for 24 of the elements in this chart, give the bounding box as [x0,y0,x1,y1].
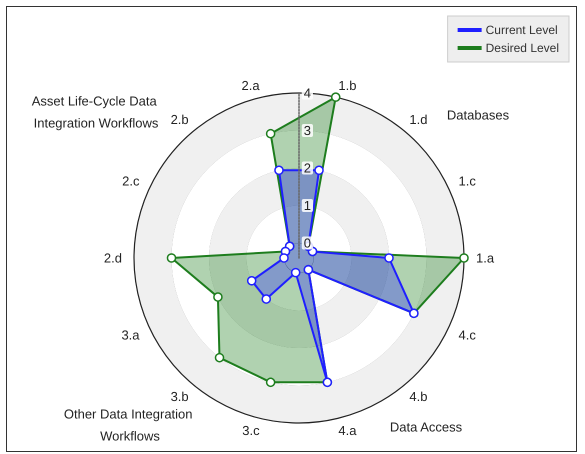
y-tick-label: 2 [304,160,311,176]
text: Asset Life-Cycle Data Integration Workflows [32,94,160,130]
spoke-label: 2.b [170,112,189,128]
spoke-label: 1.b [338,78,356,93]
spoke-label: 1.d [409,112,428,128]
spoke-label: 2.c [122,174,140,189]
y-tick-label: 1 [304,198,311,213]
spoke-label: 2.a [242,78,260,93]
text: Other Data Integration Workflows [64,406,196,444]
spoke-label: 4.b [409,388,428,404]
spoke-label: 2.d [104,250,122,266]
spoke-label: 4.a [338,423,358,438]
spoke-label: 3.b [170,388,189,404]
legend-label: Desired Level [486,41,560,55]
spoke-label: 4.c [458,327,476,342]
spoke-label: 1.c [458,174,476,189]
text: Databases [446,108,510,122]
legend-label: Current Level [486,23,558,37]
text: Data Access [390,420,463,434]
y-tick-label: 4 [304,86,311,100]
spoke-label: 1.a [476,250,495,266]
spoke-label: 3.c [242,423,260,438]
y-tick-label: 3 [304,123,311,138]
spoke-label: 3.a [121,327,140,342]
